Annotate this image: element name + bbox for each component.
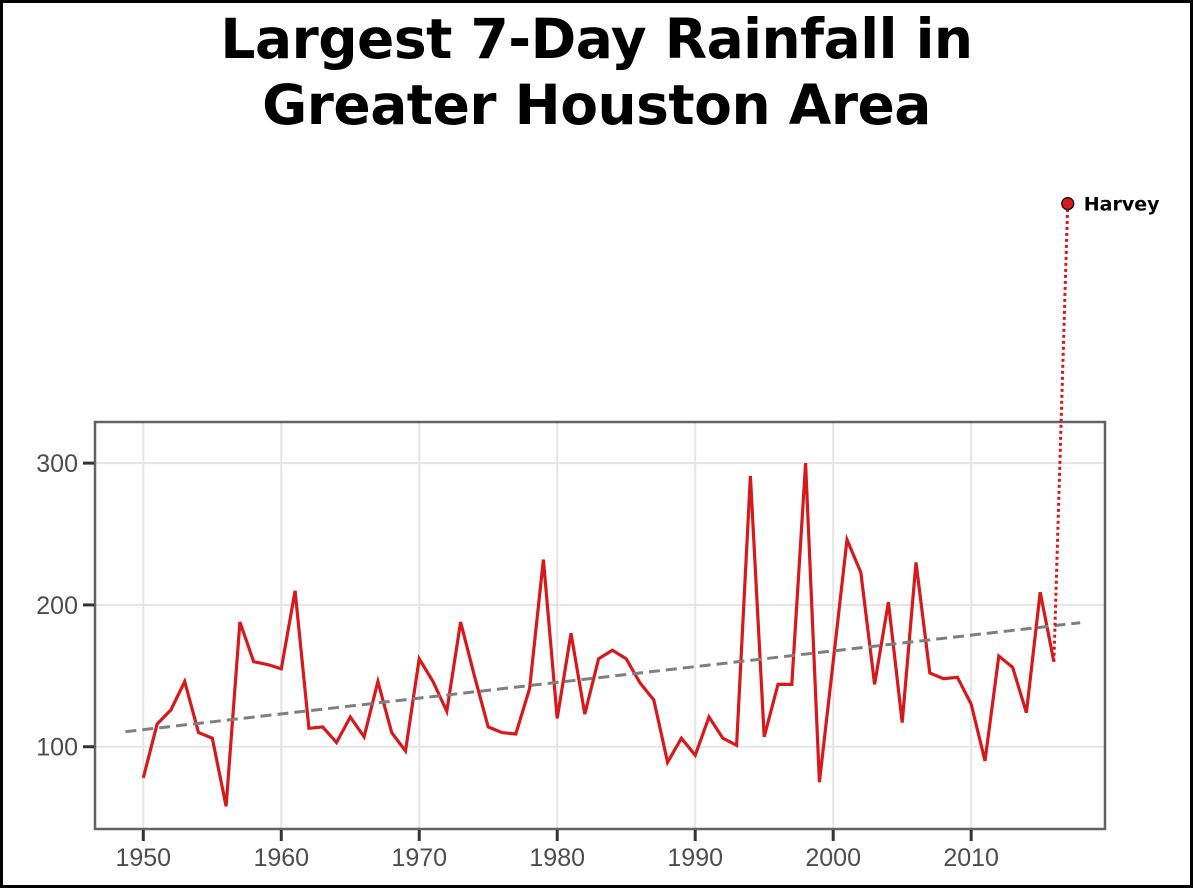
grid — [95, 422, 1105, 829]
x-tick-label: 1950 — [115, 844, 171, 872]
y-tick-label: 200 — [36, 592, 78, 620]
annotations: Harvey — [1061, 194, 1160, 216]
chart-title: Largest 7-Day Rainfall in Greater Housto… — [0, 6, 1193, 138]
x-tick-label: 2010 — [943, 844, 999, 872]
x-tick-label: 2000 — [805, 844, 861, 872]
x-tick-label: 1960 — [253, 844, 309, 872]
chart-title-line-1: Largest 7-Day Rainfall in — [220, 7, 973, 71]
chart-title-line-2: Greater Houston Area — [262, 73, 931, 137]
rainfall-line — [141, 463, 1056, 807]
axes: 1950 1960 1970 1980 1990 2000 2010 100 200 300 — [36, 450, 999, 872]
x-tick-label: 1970 — [391, 844, 447, 872]
y-tick-label: 100 — [36, 734, 78, 762]
harvey-connector-line — [1052, 203, 1070, 662]
harvey-marker — [1061, 197, 1075, 211]
x-tick-label: 1980 — [529, 844, 585, 872]
harvey-label: Harvey — [1084, 194, 1160, 216]
x-tick-label: 1990 — [667, 844, 723, 872]
plot-panel — [93, 420, 1107, 831]
series-layer — [125, 203, 1081, 807]
y-tick-label: 300 — [36, 450, 78, 478]
trend-line — [125, 621, 1081, 734]
